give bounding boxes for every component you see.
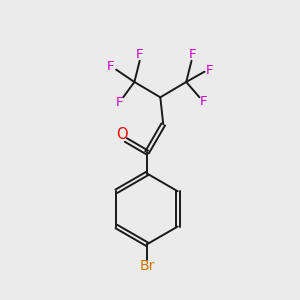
Text: Br: Br [140,259,155,273]
Text: F: F [206,64,214,77]
Text: O: O [116,127,128,142]
Text: F: F [116,96,123,109]
Text: F: F [136,48,143,62]
Text: F: F [199,95,207,108]
Text: F: F [107,60,115,73]
Text: F: F [189,48,197,62]
